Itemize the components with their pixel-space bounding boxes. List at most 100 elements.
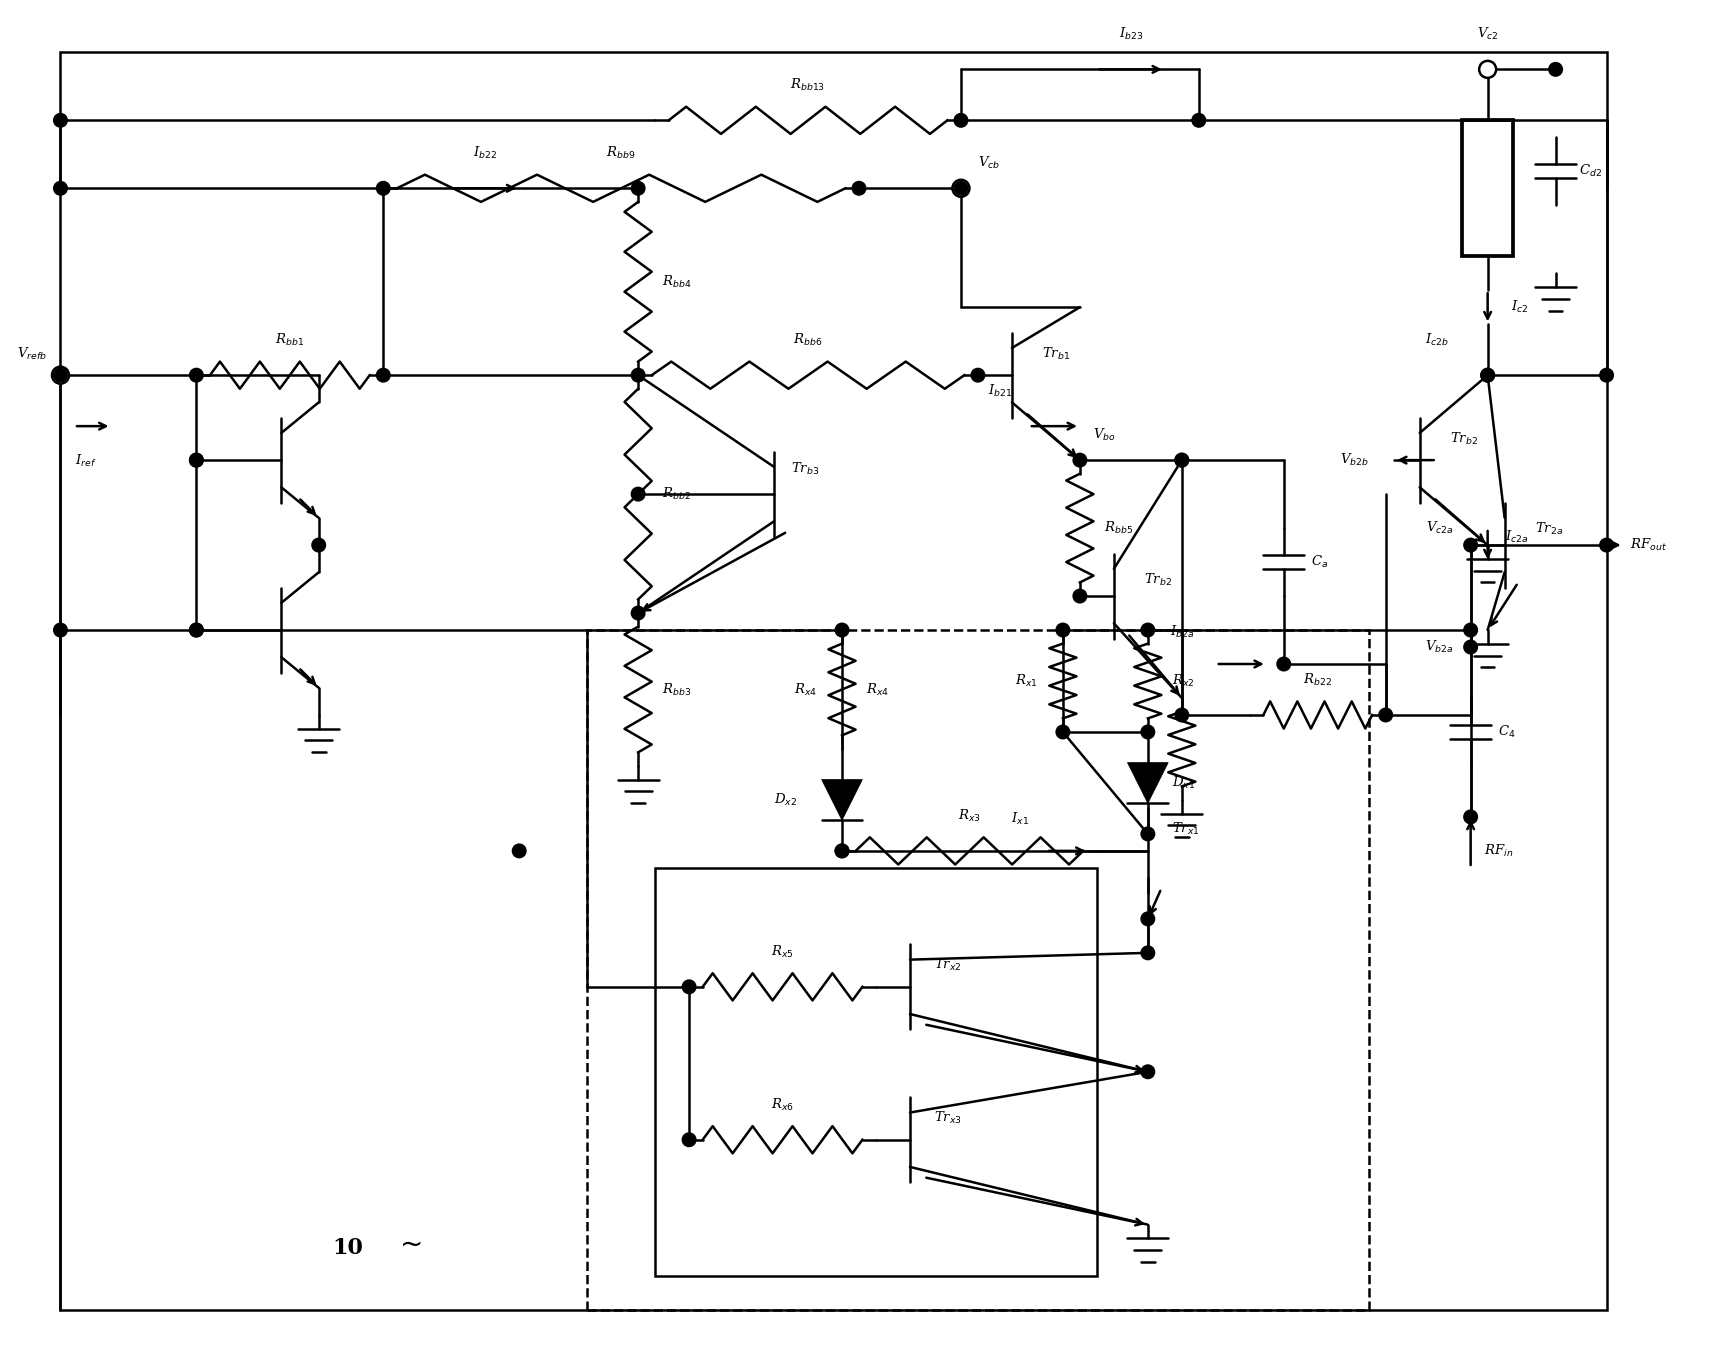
Text: V$_{cb}$: V$_{cb}$ — [978, 155, 1000, 172]
Circle shape — [631, 368, 644, 381]
Text: R$_{x5}$: R$_{x5}$ — [771, 944, 794, 960]
Circle shape — [1175, 708, 1189, 722]
Circle shape — [53, 181, 67, 195]
Circle shape — [952, 180, 969, 196]
Circle shape — [1074, 454, 1087, 467]
Text: Tr$_{b2}$: Tr$_{b2}$ — [1450, 430, 1479, 447]
Text: Tr$_{b3}$: Tr$_{b3}$ — [790, 460, 819, 477]
Text: I$_{c2a}$: I$_{c2a}$ — [1505, 528, 1529, 545]
Text: V$_{refb}$: V$_{refb}$ — [17, 346, 46, 361]
Text: V$_{b2a}$: V$_{b2a}$ — [1426, 639, 1453, 655]
Text: Tr$_{b2}$: Tr$_{b2}$ — [1144, 572, 1172, 587]
Text: Tr$_{x3}$: Tr$_{x3}$ — [935, 1110, 962, 1126]
Text: R$_{bb5}$: R$_{bb5}$ — [1103, 520, 1132, 537]
Text: I$_{b23}$: I$_{b23}$ — [1118, 26, 1142, 42]
Circle shape — [1141, 827, 1154, 840]
Text: I$_{b2a}$: I$_{b2a}$ — [1170, 624, 1194, 640]
Circle shape — [682, 1133, 696, 1147]
Text: C$_4$: C$_4$ — [1498, 725, 1515, 740]
Text: R$_{bb9}$: R$_{bb9}$ — [606, 144, 636, 161]
Text: R$_{x4}$: R$_{x4}$ — [866, 681, 888, 697]
Text: I$_{b22}$: I$_{b22}$ — [472, 144, 497, 161]
Text: V$_{c2a}$: V$_{c2a}$ — [1426, 520, 1453, 537]
Circle shape — [631, 488, 644, 501]
Circle shape — [512, 844, 526, 858]
Text: R$_{bb4}$: R$_{bb4}$ — [661, 274, 691, 290]
Text: I$_{c2}$: I$_{c2}$ — [1512, 300, 1529, 315]
Text: V$_{c2}$: V$_{c2}$ — [1477, 26, 1498, 42]
Circle shape — [1599, 538, 1613, 552]
Circle shape — [1464, 624, 1477, 637]
Text: R$_{bb13}$: R$_{bb13}$ — [790, 78, 826, 93]
Text: 10: 10 — [332, 1237, 362, 1258]
Circle shape — [1464, 640, 1477, 654]
Circle shape — [189, 624, 203, 637]
Text: R$_{x3}$: R$_{x3}$ — [959, 808, 981, 824]
Text: R$_{b22}$: R$_{b22}$ — [1304, 671, 1331, 688]
Circle shape — [53, 368, 67, 381]
Circle shape — [1141, 725, 1154, 738]
Circle shape — [1074, 590, 1087, 603]
Polygon shape — [1127, 763, 1168, 804]
Text: R$_{bb1}$: R$_{bb1}$ — [275, 332, 304, 347]
Circle shape — [852, 181, 866, 195]
Bar — [655, 868, 1096, 1276]
Text: I$_{ref}$: I$_{ref}$ — [76, 454, 96, 470]
Polygon shape — [821, 779, 862, 820]
Circle shape — [1380, 708, 1393, 722]
Text: V$_{b2b}$: V$_{b2b}$ — [1340, 452, 1369, 469]
Text: Tr$_{b1}$: Tr$_{b1}$ — [1043, 346, 1070, 361]
Text: C$_a$: C$_a$ — [1311, 554, 1328, 571]
Circle shape — [1141, 1065, 1154, 1079]
Circle shape — [53, 113, 67, 127]
Circle shape — [1057, 624, 1070, 637]
Text: Tr$_{2a}$: Tr$_{2a}$ — [1536, 520, 1563, 537]
Circle shape — [1057, 725, 1070, 738]
Circle shape — [1550, 63, 1562, 76]
Circle shape — [835, 844, 849, 858]
Circle shape — [313, 538, 325, 552]
Circle shape — [189, 454, 203, 467]
Circle shape — [953, 181, 967, 195]
Text: RF$_{out}$: RF$_{out}$ — [1630, 537, 1666, 553]
Circle shape — [1599, 368, 1613, 381]
Text: R$_{bb2}$: R$_{bb2}$ — [661, 486, 691, 503]
Circle shape — [1464, 810, 1477, 824]
Text: D$_{x2}$: D$_{x2}$ — [775, 791, 797, 808]
Text: R$_{x6}$: R$_{x6}$ — [771, 1096, 794, 1113]
Text: Tr$_{x1}$: Tr$_{x1}$ — [1172, 821, 1199, 838]
Text: I$_{b21}$: I$_{b21}$ — [988, 383, 1012, 399]
Circle shape — [682, 981, 696, 994]
Bar — [1462, 120, 1514, 256]
Circle shape — [971, 368, 984, 381]
Circle shape — [189, 454, 203, 467]
Circle shape — [53, 624, 67, 637]
Circle shape — [376, 181, 390, 195]
Circle shape — [835, 844, 849, 858]
Bar — [588, 631, 1369, 1310]
Circle shape — [189, 368, 203, 381]
Circle shape — [1141, 624, 1154, 637]
Text: R$_{x4}$: R$_{x4}$ — [794, 681, 818, 697]
Circle shape — [189, 624, 203, 637]
Circle shape — [1192, 113, 1206, 127]
Circle shape — [1479, 61, 1496, 78]
Circle shape — [1276, 658, 1290, 671]
Text: I$_{x1}$: I$_{x1}$ — [1012, 810, 1029, 827]
Text: R$_{bb6}$: R$_{bb6}$ — [794, 332, 823, 347]
Circle shape — [376, 368, 390, 381]
Text: I$_{c2b}$: I$_{c2b}$ — [1424, 332, 1448, 347]
Text: ~: ~ — [400, 1231, 424, 1258]
Text: R$_{x2}$: R$_{x2}$ — [1172, 673, 1194, 689]
Circle shape — [1464, 538, 1477, 552]
Circle shape — [953, 113, 967, 127]
Text: R$_{bb3}$: R$_{bb3}$ — [661, 681, 691, 697]
Circle shape — [631, 606, 644, 620]
Text: C$_{d2}$: C$_{d2}$ — [1579, 163, 1603, 180]
Circle shape — [1175, 454, 1189, 467]
Text: D$_{x1}$: D$_{x1}$ — [1172, 775, 1196, 791]
Circle shape — [1141, 913, 1154, 926]
Text: RF$_{in}$: RF$_{in}$ — [1484, 843, 1514, 859]
Circle shape — [1175, 454, 1189, 467]
Text: V$_{bo}$: V$_{bo}$ — [1093, 428, 1117, 443]
